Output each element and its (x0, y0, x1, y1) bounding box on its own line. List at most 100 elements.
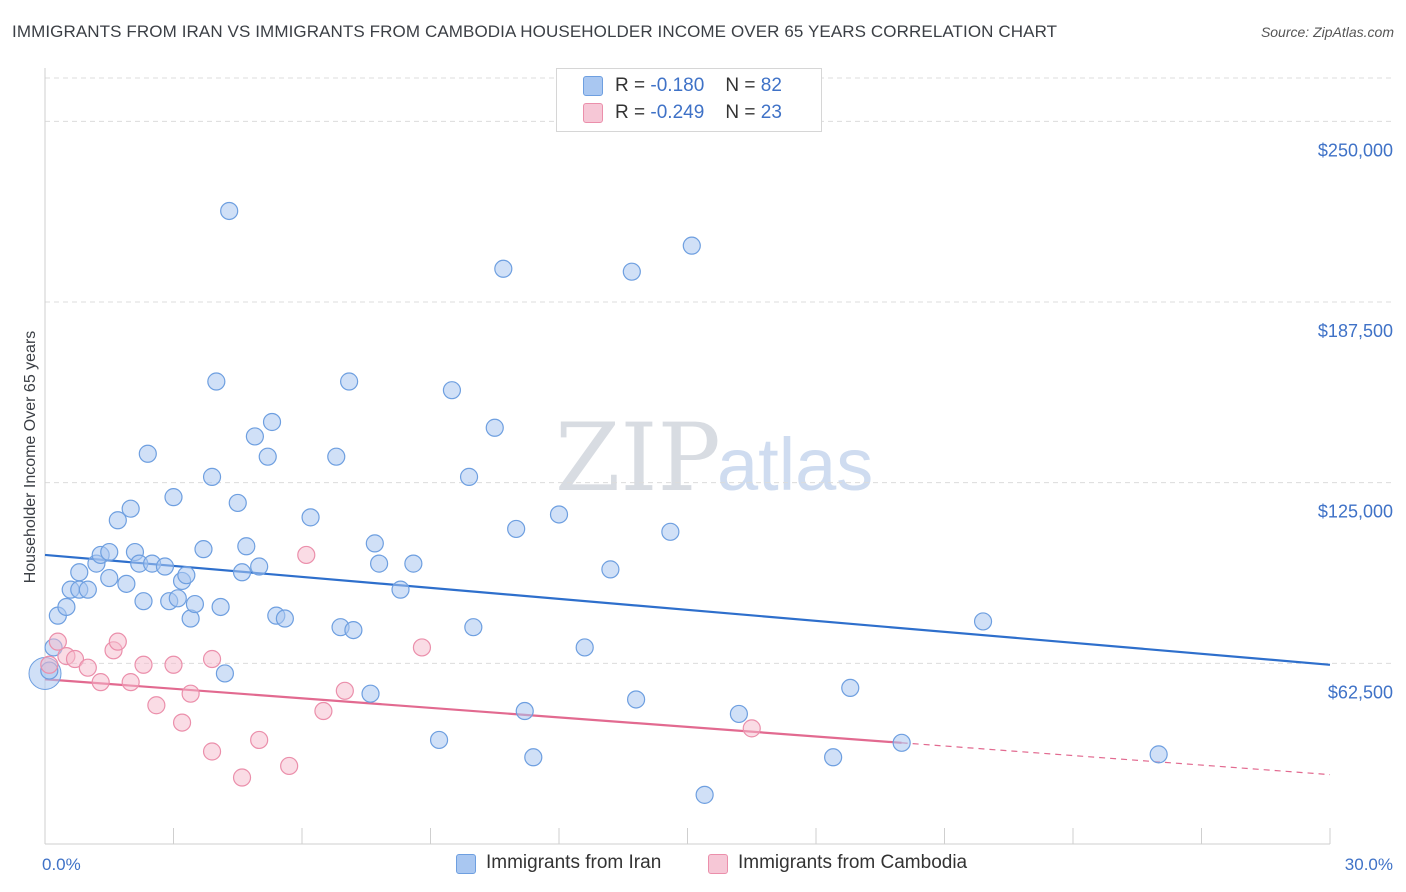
cambodia-point (78, 658, 97, 677)
cambodia-point (742, 719, 761, 738)
iran-point (100, 568, 119, 588)
iran-point (185, 594, 205, 614)
iran-point (459, 467, 479, 486)
iran-point (57, 597, 76, 617)
iran-point (442, 381, 462, 400)
iran-point (729, 704, 749, 724)
watermark-zip: ZIP (555, 404, 721, 513)
iran-point (841, 678, 860, 698)
iran-point (138, 444, 157, 463)
iran-point (177, 566, 196, 585)
iran-point (370, 554, 389, 573)
iran-point (344, 620, 363, 640)
iran-point (494, 259, 513, 278)
y-tick-labels: $62,500 $125,000 $187,500 $250,000 (1318, 140, 1393, 702)
cambodia-point (121, 673, 140, 692)
cambodia-point (91, 673, 110, 692)
source-label: Source: ZipAtlas.com (1260, 24, 1394, 40)
cambodia-point (40, 655, 59, 674)
cambodia-point (202, 742, 222, 761)
iran-point (515, 701, 534, 721)
legend-n-value-iran: 82 (760, 75, 782, 96)
iran-point (892, 733, 911, 752)
legend-r-label-iran: R = (615, 75, 646, 96)
bottom-legend-swatch-iran (456, 854, 476, 874)
cambodia-trend-line (44, 678, 902, 744)
x-tick-label: 30.0% (1345, 855, 1393, 874)
iran-point (207, 372, 226, 391)
iran-point (117, 574, 136, 593)
iran-point (695, 785, 714, 804)
iran-point (168, 589, 187, 608)
iran-point (301, 508, 320, 527)
cambodia-point (147, 696, 166, 715)
iran-point (973, 612, 993, 631)
iran-point (237, 537, 256, 556)
cambodia-point (164, 655, 183, 674)
scatter-points (28, 201, 1168, 804)
chart-title: IMMIGRANTS FROM IRAN VS IMMIGRANTS FROM … (12, 22, 1058, 41)
iran-point (215, 664, 234, 683)
iran-point (258, 447, 277, 466)
iran-point (524, 748, 543, 767)
cambodia-point (65, 649, 85, 669)
iran-point (108, 511, 127, 530)
y-tick-label: $250,000 (1318, 140, 1393, 160)
iran-point (622, 262, 641, 281)
axes (44, 68, 1331, 845)
iran-point (824, 748, 843, 767)
iran-point (575, 638, 594, 657)
cambodia-point (335, 681, 354, 700)
iran-point (340, 372, 359, 391)
legend-n-value-cambodia: 23 (760, 102, 782, 123)
iran-point (601, 560, 620, 579)
cambodia-trend-extension (901, 742, 1331, 776)
cambodia-point (232, 768, 252, 787)
iran-point (194, 540, 213, 559)
y-tick-label: $187,500 (1318, 321, 1393, 341)
legend-r-value-cambodia: -0.249 (650, 102, 705, 123)
iran-point (507, 519, 526, 539)
iran-point (155, 557, 175, 576)
trend-lines (44, 553, 1331, 776)
cambodia-point (172, 713, 192, 732)
iran-point (245, 427, 264, 446)
x-tick-label: 0.0% (42, 855, 81, 874)
correlation-legend: R = -0.180 N = 82 R = -0.249 N = 23 (556, 68, 822, 132)
iran-point (100, 542, 119, 562)
cambodia-point (280, 756, 299, 776)
iran-point (134, 592, 153, 611)
y-tick-label: $125,000 (1318, 502, 1393, 522)
legend-swatch-cambodia (583, 103, 603, 123)
iran-point (485, 418, 504, 437)
iran-point (211, 597, 230, 617)
y-axis-label: Householder Income Over 65 years (22, 331, 39, 584)
iran-point (404, 554, 423, 573)
iran-point (202, 467, 222, 486)
iran-point (549, 505, 569, 524)
iran-point (661, 522, 680, 541)
iran-point (361, 684, 380, 703)
y-tick-label: $62,500 (1328, 682, 1393, 702)
iran-point (220, 201, 239, 221)
cambodia-point (134, 655, 153, 674)
iran-point (429, 730, 449, 750)
iran-point (626, 690, 646, 709)
iran-point (70, 563, 89, 582)
bottom-legend-label-iran: Immigrants from Iran (486, 852, 662, 873)
iran-point (78, 580, 97, 599)
bottom-legend-swatch-cambodia (708, 854, 728, 874)
iran-point (228, 493, 247, 513)
cambodia-point (181, 684, 200, 703)
cambodia-point (314, 701, 333, 721)
legend-n-label-iran: N = (725, 75, 756, 96)
iran-point (262, 412, 282, 432)
iran-point (682, 236, 701, 255)
cambodia-point (412, 638, 432, 657)
iran-point (327, 447, 346, 466)
iran-point (164, 488, 183, 507)
cambodia-point (108, 632, 127, 651)
iran-point (121, 499, 140, 518)
iran-point (275, 609, 294, 628)
